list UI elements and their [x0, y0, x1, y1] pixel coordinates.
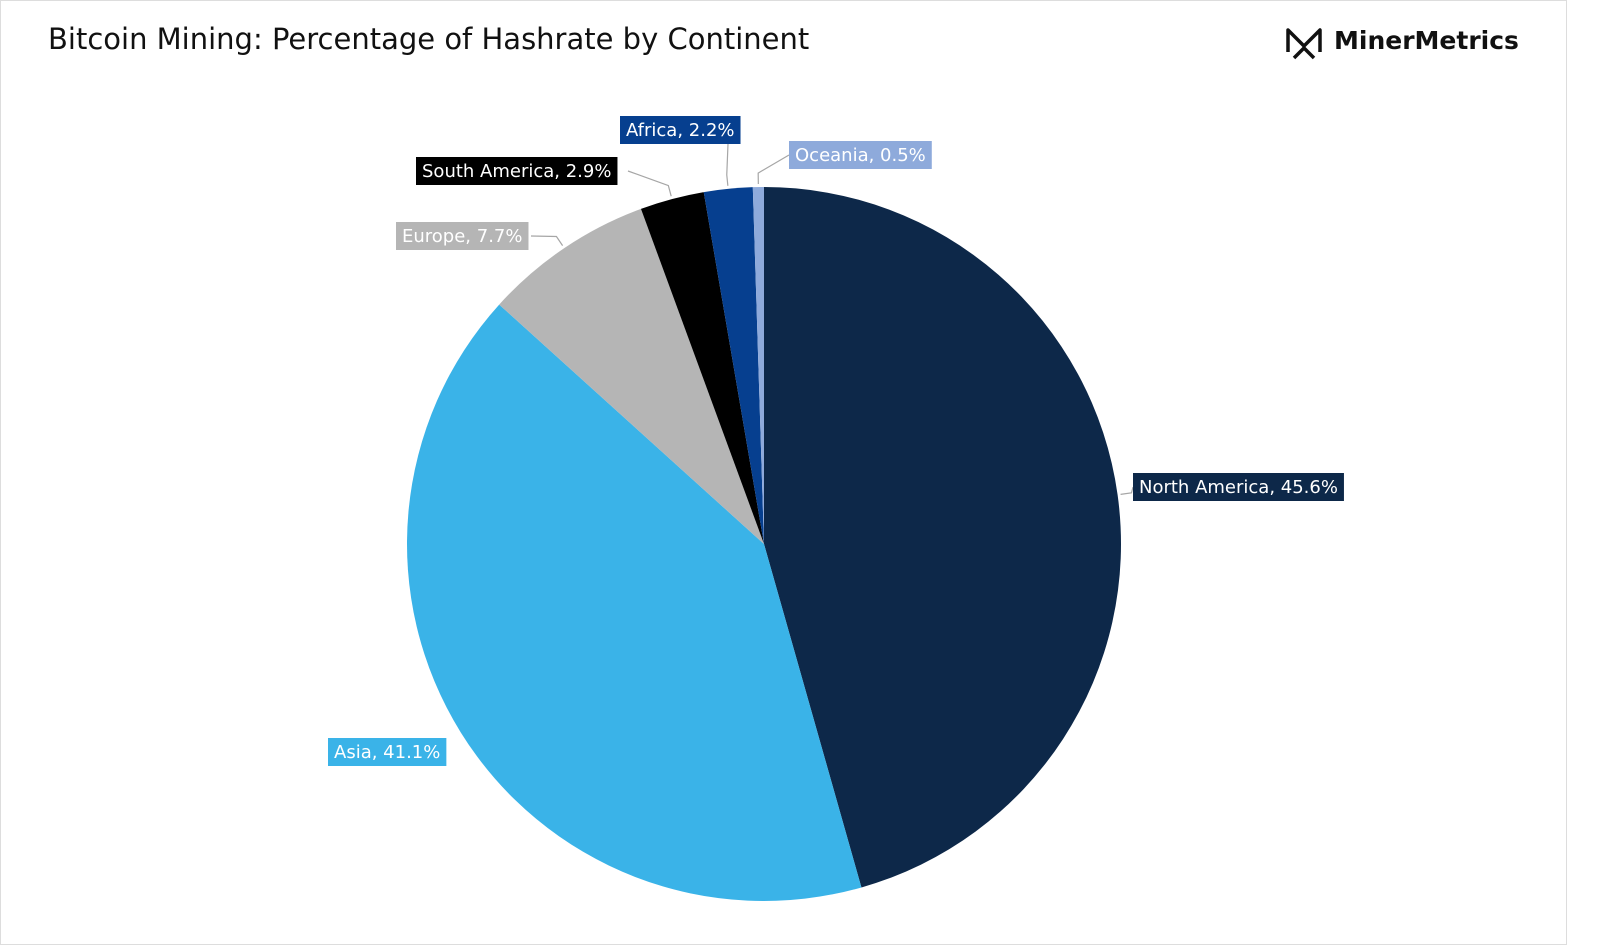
- pie-slice: Asia: [406, 304, 862, 901]
- leader-line: [627, 170, 672, 197]
- pie-slice: Oceania: [752, 187, 764, 544]
- pie-slice: Europe: [499, 208, 764, 544]
- logo-text: MinerMetrics: [1334, 26, 1519, 55]
- data-label: Africa, 2.2%: [626, 120, 735, 141]
- label-box: [1133, 473, 1344, 501]
- label-box: [396, 222, 529, 250]
- data-label: North America, 45.6%: [1139, 477, 1338, 498]
- pie-slice: South America: [640, 192, 764, 544]
- leader-line: [1120, 486, 1134, 495]
- data-label: Asia, 41.1%: [334, 742, 440, 763]
- pie-slice: North America: [764, 187, 1121, 888]
- leader-line: [726, 143, 729, 186]
- data-label: Oceania, 0.5%: [795, 145, 926, 166]
- label-box: [789, 141, 932, 169]
- chart-title: Bitcoin Mining: Percentage of Hashrate b…: [48, 22, 809, 56]
- label-box: [620, 116, 741, 144]
- data-label: Europe, 7.7%: [402, 226, 522, 247]
- label-box: [416, 157, 618, 185]
- logo-icon: [1286, 28, 1322, 60]
- leader-line: [757, 154, 790, 185]
- pie-slice: Africa: [703, 187, 764, 545]
- label-box: [328, 738, 447, 766]
- leader-line: [530, 235, 564, 246]
- data-label: South America, 2.9%: [422, 161, 611, 182]
